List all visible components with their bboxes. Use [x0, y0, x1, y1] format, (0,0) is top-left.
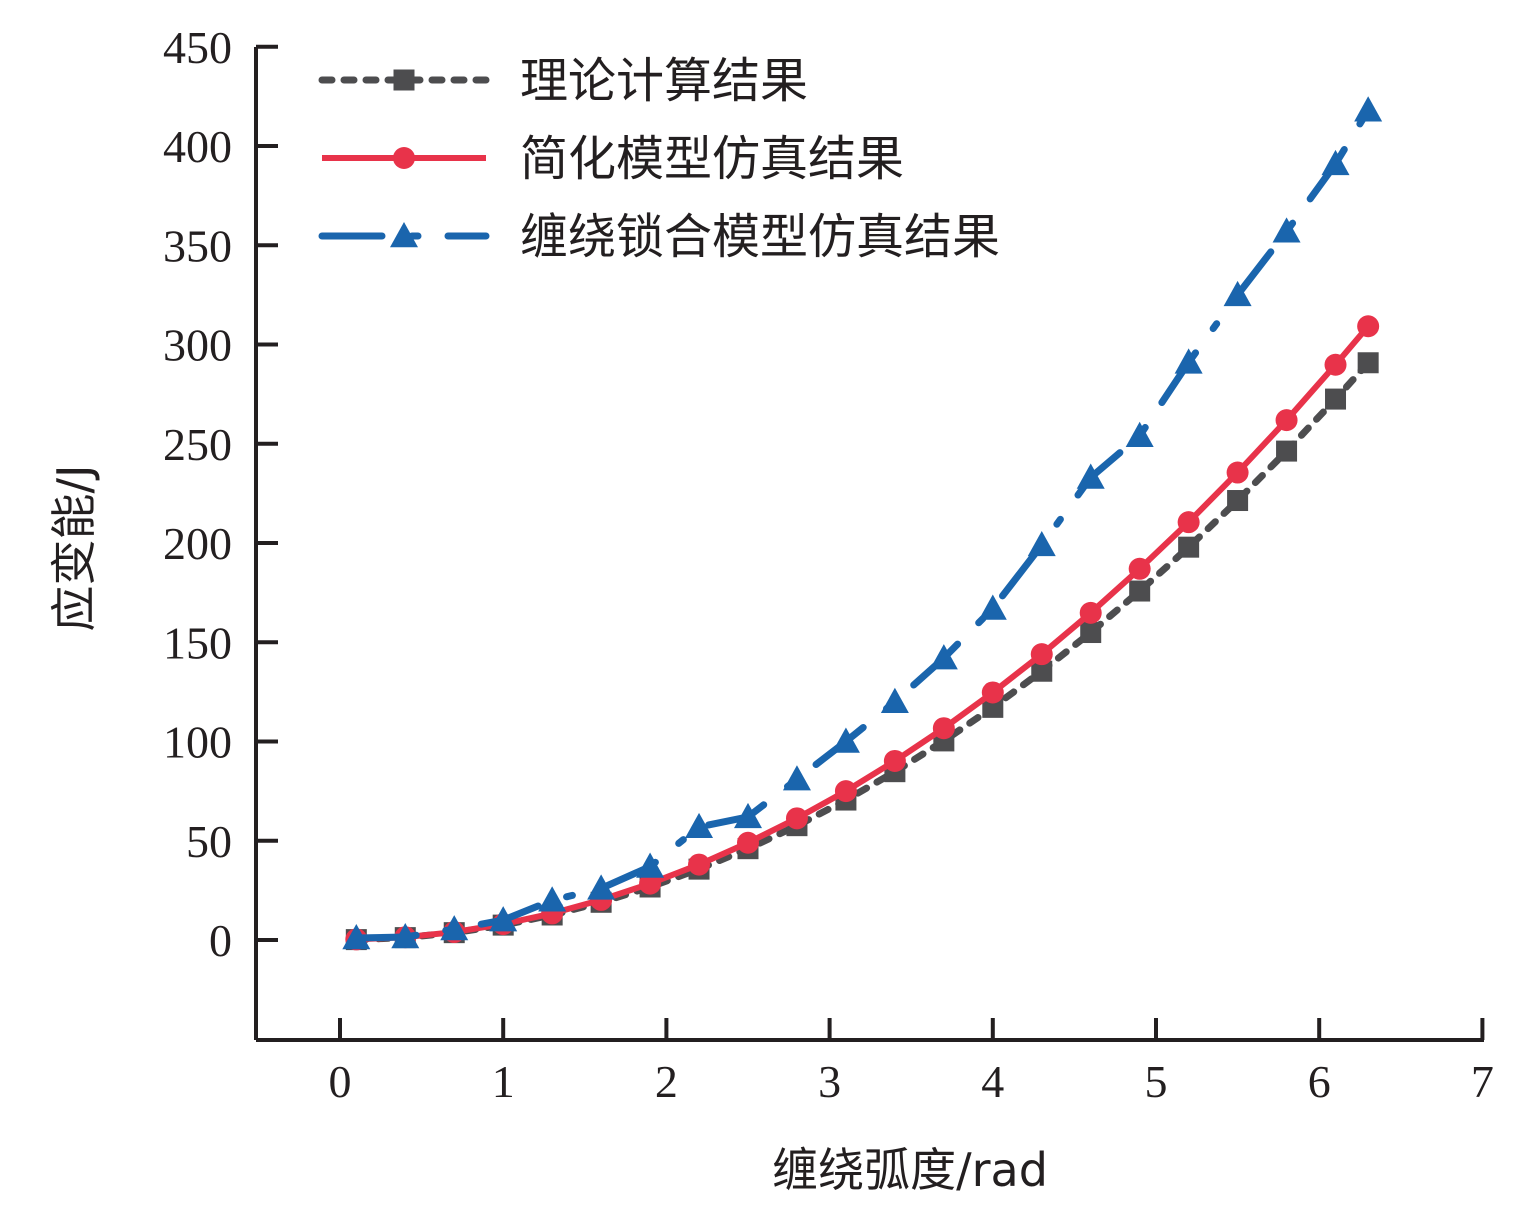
data-point	[981, 681, 1004, 704]
series-2	[342, 96, 1383, 950]
data-point	[1324, 353, 1347, 376]
data-point	[785, 807, 808, 830]
data-point	[834, 780, 857, 803]
data-point	[391, 923, 420, 949]
data-point	[734, 802, 762, 829]
y-tick-label: 350	[163, 220, 232, 271]
y-tick-label: 250	[163, 419, 232, 470]
data-point	[1079, 601, 1102, 624]
data-point	[685, 812, 714, 839]
data-point	[688, 853, 711, 876]
data-point	[1223, 280, 1252, 307]
x-tick-label: 6	[1308, 1056, 1331, 1107]
data-point	[1354, 96, 1383, 122]
data-point	[1080, 622, 1102, 644]
x-tick-label: 0	[329, 1056, 352, 1107]
data-point	[1128, 557, 1151, 580]
data-point	[538, 886, 567, 912]
legend-marker	[393, 147, 415, 169]
data-point	[1321, 149, 1350, 176]
x-tick-label: 2	[655, 1056, 678, 1107]
data-point	[782, 765, 811, 791]
axes: 0 1 2 3 4 5 6 7 0 50 100 150 200 250 300 350 400 450	[163, 22, 1494, 1107]
data-point	[489, 906, 518, 932]
data-point	[1125, 421, 1154, 448]
data-point	[883, 749, 906, 772]
data-point	[636, 852, 665, 878]
x-tick-label: 7	[1471, 1056, 1494, 1107]
y-tick-label: 300	[163, 320, 232, 371]
data-point	[1030, 643, 1053, 666]
series-line	[352, 359, 1372, 944]
legend-label: 简化模型仿真结果	[520, 131, 904, 187]
data-point	[880, 687, 909, 713]
series-layer	[342, 96, 1383, 951]
x-tick-label: 3	[818, 1056, 841, 1107]
y-tick-label: 450	[163, 22, 232, 73]
y-tick-label: 200	[163, 518, 232, 569]
y-tick-label: 100	[163, 717, 232, 768]
series-0	[345, 352, 1379, 951]
data-point	[1177, 511, 1200, 534]
series-1	[345, 315, 1380, 951]
y-axis-title: 应变能/J	[47, 464, 101, 631]
data-point	[932, 717, 955, 740]
x-tick-label: 1	[492, 1056, 515, 1107]
data-point	[1129, 580, 1151, 602]
legend-label: 缠绕锁合模型仿真结果	[520, 209, 1000, 265]
data-point	[1272, 217, 1301, 243]
data-point	[1226, 461, 1249, 484]
data-point	[831, 727, 860, 753]
legend-marker	[393, 69, 415, 91]
series-line	[352, 106, 1372, 942]
x-tick-label: 4	[981, 1056, 1004, 1107]
data-point	[978, 594, 1007, 620]
y-tick-label: 150	[163, 617, 232, 668]
x-axis-title: 缠绕弧度/rad	[772, 1143, 1048, 1197]
data-point	[440, 915, 469, 941]
legend-marker	[390, 222, 418, 248]
data-point	[1275, 409, 1298, 432]
data-point	[1227, 490, 1249, 512]
data-point	[1027, 530, 1056, 557]
data-point	[1178, 536, 1200, 558]
data-point	[1357, 315, 1380, 338]
x-tick-label: 5	[1145, 1056, 1168, 1107]
data-point	[1325, 388, 1347, 410]
legend-label: 理论计算结果	[520, 53, 808, 109]
data-point	[737, 831, 759, 854]
data-point	[1031, 660, 1053, 682]
data-point	[587, 874, 616, 900]
y-tick-label: 0	[209, 915, 232, 966]
y-tick-label: 50	[186, 816, 232, 867]
data-point	[1276, 440, 1298, 462]
y-tick-label: 400	[163, 121, 232, 172]
series-line	[356, 324, 1371, 943]
data-point	[1174, 348, 1203, 374]
data-point	[1076, 463, 1105, 489]
data-point	[639, 872, 662, 895]
data-point	[929, 644, 958, 670]
data-point	[1357, 352, 1379, 374]
data-point	[342, 924, 371, 950]
